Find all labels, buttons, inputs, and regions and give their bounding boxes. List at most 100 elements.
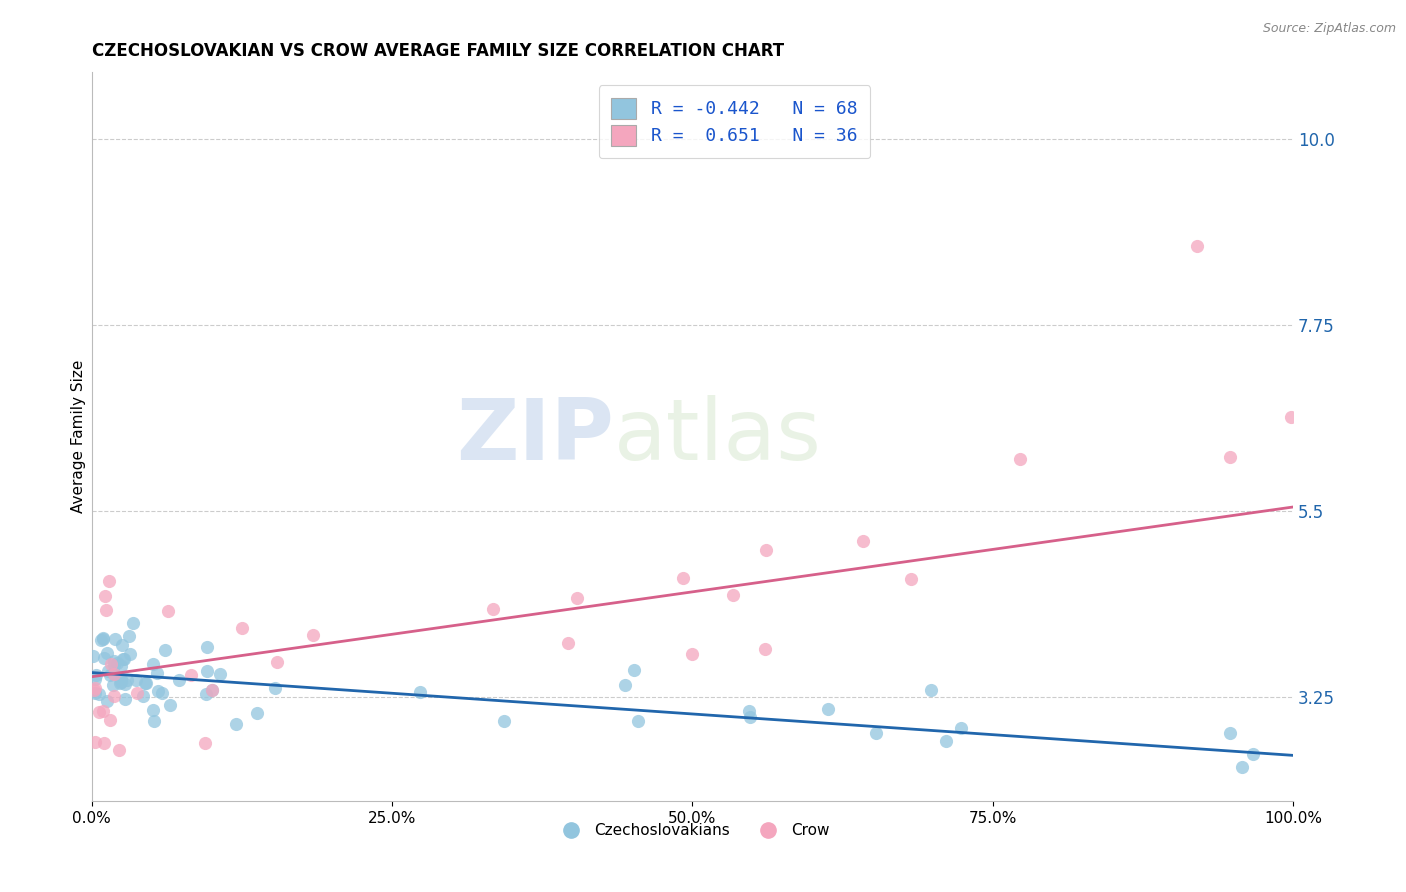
Point [201, 683, 224, 698]
Point [98, 668, 121, 682]
Point [145, 666, 167, 681]
Point [103, 666, 125, 681]
Point [1219, 450, 1241, 465]
Point [83, 683, 105, 698]
Point [623, 663, 645, 677]
Point [671, 571, 693, 585]
Point [201, 682, 224, 697]
Point [90, 633, 112, 648]
Point [754, 642, 776, 657]
Text: atlas: atlas [614, 395, 823, 478]
Point [108, 676, 131, 690]
Point [557, 636, 579, 650]
Point [83, 681, 105, 695]
Point [231, 621, 253, 635]
Point [950, 721, 973, 735]
Point [142, 657, 165, 671]
Point [94, 603, 117, 617]
Point [264, 681, 287, 695]
Point [134, 676, 156, 690]
Point [97, 664, 120, 678]
Point [1279, 410, 1302, 425]
Point [494, 714, 516, 728]
Point [127, 685, 149, 699]
Point [482, 601, 505, 615]
Point [167, 673, 190, 688]
Point [91, 632, 114, 646]
Point [153, 643, 176, 657]
Point [681, 647, 703, 661]
Point [93, 651, 115, 665]
Point [194, 736, 217, 750]
Point [93, 736, 115, 750]
Point [142, 714, 165, 728]
Point [755, 543, 778, 558]
Point [900, 572, 922, 586]
Point [84, 686, 107, 700]
Point [225, 716, 247, 731]
Point [614, 678, 637, 692]
Point [111, 652, 134, 666]
Point [103, 654, 125, 668]
Point [98, 713, 121, 727]
Point [567, 591, 589, 606]
Point [159, 698, 181, 713]
Point [91, 704, 114, 718]
Y-axis label: Average Family Size: Average Family Size [72, 360, 86, 513]
Point [935, 734, 957, 748]
Point [409, 685, 432, 699]
Point [114, 677, 136, 691]
Text: CZECHOSLOVAKIAN VS CROW AVERAGE FAMILY SIZE CORRELATION CHART: CZECHOSLOVAKIAN VS CROW AVERAGE FAMILY S… [91, 42, 785, 60]
Point [84, 668, 107, 682]
Point [209, 666, 232, 681]
Point [246, 706, 269, 720]
Point [96, 694, 118, 708]
Point [148, 684, 170, 698]
Point [865, 726, 887, 740]
Point [94, 589, 117, 603]
Point [180, 668, 202, 682]
Point [135, 676, 157, 690]
Point [114, 692, 136, 706]
Point [740, 710, 762, 724]
Point [87, 688, 110, 702]
Point [110, 658, 132, 673]
Point [142, 703, 165, 717]
Point [302, 628, 325, 642]
Point [118, 629, 141, 643]
Point [101, 678, 124, 692]
Point [84, 735, 107, 749]
Point [87, 705, 110, 719]
Text: Source: ZipAtlas.com: Source: ZipAtlas.com [1263, 22, 1396, 36]
Point [104, 632, 127, 647]
Point [1230, 760, 1253, 774]
Point [105, 656, 128, 670]
Point [194, 687, 217, 701]
Point [125, 673, 148, 687]
Point [156, 604, 179, 618]
Point [195, 664, 218, 678]
Point [723, 588, 745, 602]
Point [82, 648, 104, 663]
Point [103, 667, 125, 681]
Point [118, 648, 141, 662]
Point [112, 652, 135, 666]
Point [98, 574, 121, 588]
Point [107, 743, 129, 757]
Point [1241, 747, 1264, 762]
Point [103, 658, 125, 673]
Point [117, 673, 139, 687]
Point [817, 701, 839, 715]
Point [91, 631, 114, 645]
Point [96, 647, 118, 661]
Point [150, 686, 173, 700]
Point [110, 675, 132, 690]
Point [111, 638, 134, 652]
Point [195, 640, 218, 655]
Point [132, 689, 155, 703]
Point [1219, 726, 1241, 740]
Text: ZIP: ZIP [457, 395, 614, 478]
Legend: Czechoslovakians, Crow: Czechoslovakians, Crow [550, 817, 835, 844]
Point [1185, 239, 1208, 253]
Point [920, 682, 942, 697]
